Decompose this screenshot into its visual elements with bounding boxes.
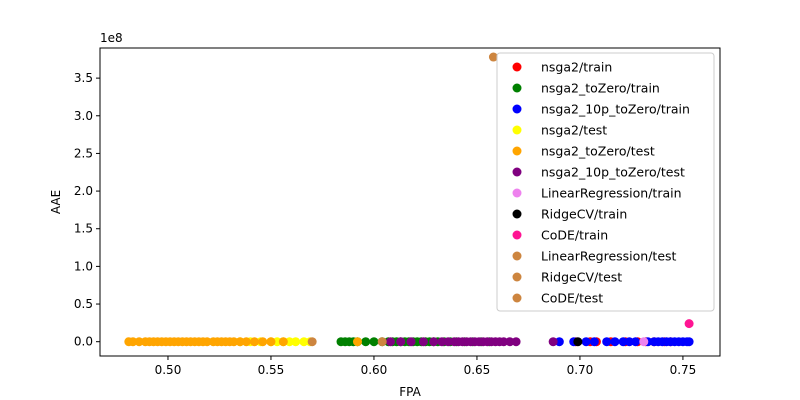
legend-label-code-train: CoDE/train [541,228,608,243]
y-tick-label-6: 3.0 [74,109,93,123]
point-nsga2-tozero-test-1 [128,337,138,347]
legend-label-nsga2-tozero-train: nsga2_toZero/train [541,81,660,96]
point-nsga2-10p-tozero-test-6 [443,337,453,347]
point-nsga2-tozero-train-6 [369,337,379,347]
point-ridgecv-train-0 [573,337,583,347]
point-nsga2-10p-tozero-test-22 [548,337,558,347]
point-nsga2-10p-tozero-test-21 [511,337,521,347]
y-axis-offset-text: 1e8 [100,31,123,45]
point-nsga2-10p-tozero-train-8 [631,337,641,347]
point-nsga2-10p-tozero-test-20 [505,337,515,347]
x-tick-label-2: 0.60 [361,363,388,377]
point-nsga2-10p-tozero-train-4 [602,337,612,347]
point-nsga2-10p-tozero-train-2 [581,337,591,347]
point-nsga2-tozero-train-5 [361,337,371,347]
point-nsga2-10p-tozero-test-5 [437,337,447,347]
point-nsga2-10p-tozero-train-0 [554,337,564,347]
point-nsga2-10p-tozero-train-19 [684,337,694,347]
point-nsga2-tozero-test-28 [258,337,268,347]
legend-label-nsga2-test: nsga2/test [541,123,607,138]
point-nsga2-10p-tozero-test-2 [406,337,416,347]
x-tick-label-3: 0.65 [464,363,491,377]
point-ridgecv-test-0 [377,337,387,347]
legend-marker-nsga2-train [512,62,522,72]
point-nsga2-test-8 [299,337,309,347]
point-nsga2-test-4 [272,337,282,347]
axes-frame [99,47,721,357]
legend-label-code-test: CoDE/test [541,291,603,306]
legend-label-nsga2-10p-tozero-test: nsga2_10p_toZero/test [541,165,685,180]
point-linearregression-test-0 [307,337,317,347]
point-nsga2-tozero-test-26 [241,337,251,347]
point-nsga2-10p-tozero-test-1 [396,337,406,347]
legend-marker-nsga2-10p-tozero-test [512,167,522,177]
x-axis-ticks: 0.50 0.55 0.60 0.65 0.70 0.75 [155,356,697,377]
x-tick-label-0: 0.50 [155,363,182,377]
point-nsga2-tozero-test-30 [278,337,288,347]
x-axis-label: FPA [399,385,421,399]
legend-marker-linearregression-test [512,251,522,261]
legend: nsga2/train nsga2_toZero/train nsga2_10p_t… [496,52,715,312]
legend-label-linearregression-test: LinearRegression/test [541,249,677,264]
legend-label-ridgecv-test: RidgeCV/test [541,270,622,285]
y-axis-ticks: 0.0 0.5 1.0 1.5 2.0 2.5 3.0 3.5 [74,71,100,349]
point-nsga2-10p-tozero-train-7 [624,337,634,347]
point-nsga2-test-6 [285,337,294,347]
legend-marker-nsga2-10p-tozero-train [512,104,522,114]
legend-label-nsga2-tozero-test: nsga2_toZero/test [541,144,655,159]
legend-marker-code-train [512,230,522,240]
point-nsga2-10p-tozero-test-3 [418,337,428,347]
y-axis-label: AAE [49,190,63,214]
y-tick-label-2: 1.0 [74,259,93,273]
legend-label-linearregression-train: LinearRegression/train [541,186,682,201]
legend-marker-linearregression-train [512,188,522,198]
point-nsga2-tozero-test-18 [202,337,212,347]
legend-label-ridgecv-train: RidgeCV/train [541,207,627,222]
legend-label-nsga2-10p-tozero-train: nsga2_10p_toZero/train [541,102,690,117]
point-nsga2-test-7 [291,337,301,347]
x-tick-label-5: 0.75 [670,363,697,377]
legend-marker-code-test [512,293,522,303]
y-tick-label-4: 2.0 [74,184,93,198]
point-nsga2-10p-tozero-test-0 [385,337,395,347]
point-nsga2-10p-tozero-test-19 [499,337,509,347]
point-nsga2-10p-tozero-test-4 [429,337,439,347]
point-nsga2-tozero-test-2 [134,337,144,347]
point-nsga2-tozero-test-25 [235,337,245,347]
y-tick-label-1: 0.5 [74,297,93,311]
point-linearregression-train-0 [639,337,649,347]
point-nsga2-tozero-test-31 [352,337,362,347]
point-nsga2-10p-tozero-train-5 [610,337,620,347]
point-code-train-0 [684,319,694,329]
y-tick-label-0: 0.0 [74,335,93,349]
y-tick-label-3: 1.5 [74,222,93,236]
data-points [124,52,694,347]
y-tick-label-7: 3.5 [74,71,93,85]
point-nsga2-10p-tozero-train-6 [618,337,628,347]
legend-marker-nsga2-tozero-test [512,146,522,156]
x-tick-label-1: 0.55 [258,363,285,377]
point-nsga2-tozero-test-29 [266,337,276,347]
point-nsga2-tozero-test-27 [249,337,259,347]
legend-marker-ridgecv-train [512,209,522,219]
point-code-test-0 [488,52,498,62]
legend-marker-ridgecv-test [512,272,522,282]
y-tick-label-5: 2.5 [74,146,93,160]
legend-label-nsga2-train: nsga2/train [541,60,612,75]
point-nsga2-10p-tozero-train-3 [589,337,599,347]
point-nsga2-tozero-test-24 [229,337,239,347]
legend-marker-nsga2-tozero-train [512,83,522,93]
x-tick-label-4: 0.70 [567,363,594,377]
legend-marker-nsga2-test [512,125,522,135]
legend-box [496,52,715,312]
